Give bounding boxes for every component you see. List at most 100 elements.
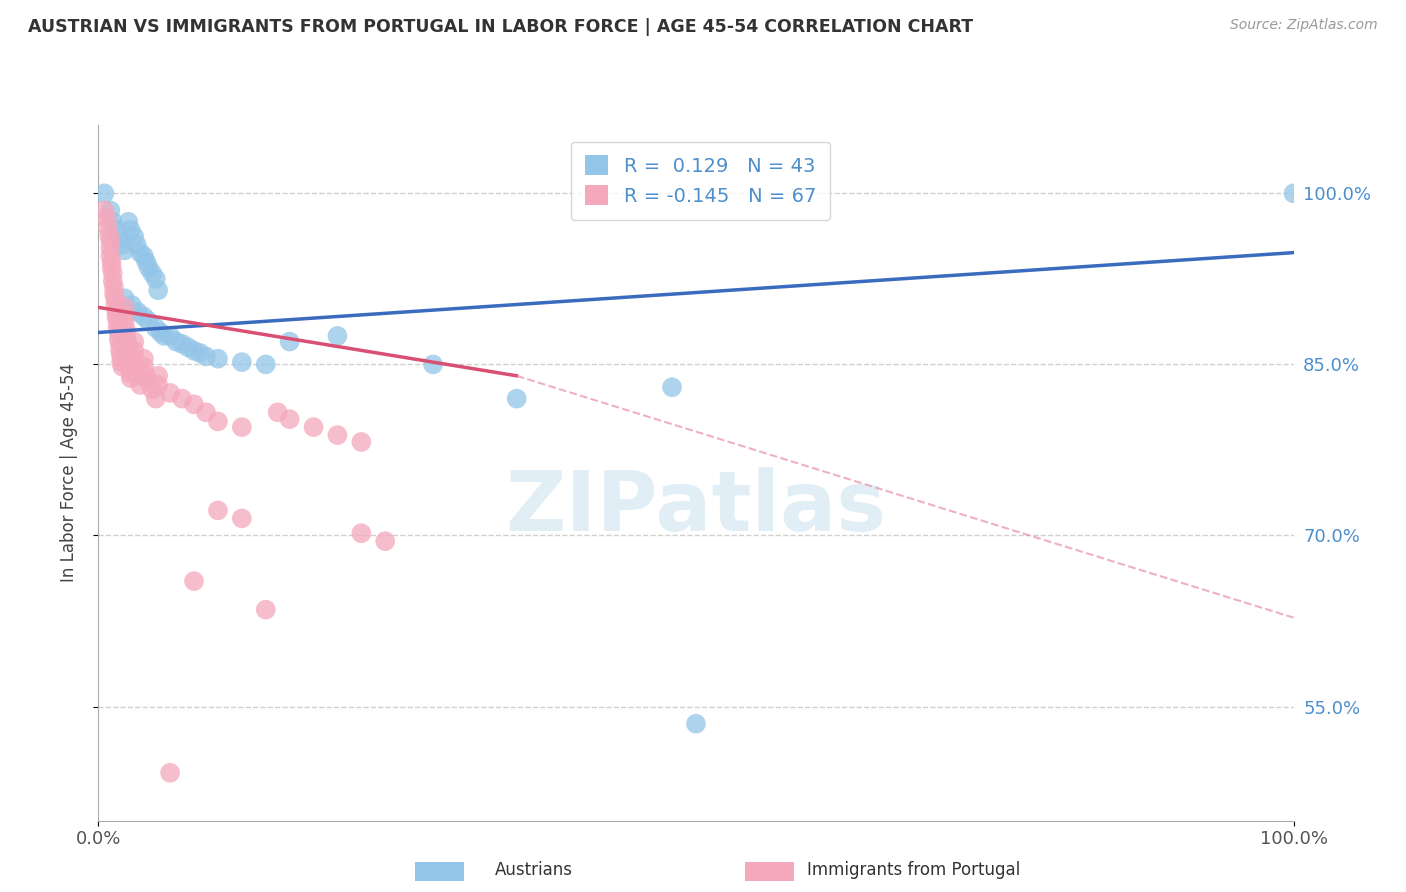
Point	[115, 323, 138, 337]
Point	[93, 186, 115, 201]
Text: ZIPatlas: ZIPatlas	[506, 467, 886, 548]
Point	[506, 392, 529, 406]
Point	[107, 321, 129, 335]
Point	[117, 346, 139, 360]
Point	[148, 368, 170, 383]
Text: Austrians: Austrians	[495, 861, 574, 879]
Point	[124, 334, 146, 349]
Point	[111, 237, 134, 252]
Point	[103, 286, 125, 301]
Point	[165, 334, 187, 349]
Point	[107, 314, 129, 328]
Point	[231, 420, 253, 434]
Point	[93, 203, 115, 218]
Point	[685, 716, 707, 731]
Point	[135, 254, 157, 268]
Point	[120, 371, 142, 385]
Point	[114, 301, 136, 315]
Point	[149, 326, 172, 340]
Point	[108, 232, 131, 246]
Point	[177, 340, 200, 354]
Point	[117, 215, 139, 229]
Point	[124, 229, 146, 244]
Point	[100, 254, 122, 268]
Point	[124, 351, 146, 366]
Point	[183, 574, 205, 588]
Point	[124, 343, 146, 358]
Point	[132, 351, 155, 366]
Point	[194, 350, 218, 364]
Point	[96, 211, 118, 226]
Point	[159, 329, 181, 343]
Point	[107, 326, 129, 340]
Point	[148, 283, 170, 297]
Point	[98, 228, 121, 243]
Point	[145, 321, 167, 335]
Point	[107, 332, 129, 346]
Text: Source: ZipAtlas.com: Source: ZipAtlas.com	[1230, 18, 1378, 32]
Point	[98, 203, 122, 218]
Point	[110, 350, 132, 364]
Point	[98, 241, 122, 255]
Point	[117, 340, 139, 354]
Point	[114, 315, 136, 329]
Point	[98, 249, 122, 263]
Point	[278, 412, 301, 426]
Point	[105, 223, 128, 237]
Text: AUSTRIAN VS IMMIGRANTS FROM PORTUGAL IN LABOR FORCE | AGE 45-54 CORRELATION CHAR: AUSTRIAN VS IMMIGRANTS FROM PORTUGAL IN …	[28, 18, 973, 36]
Point	[104, 291, 127, 305]
Point	[132, 249, 155, 263]
Point	[172, 337, 194, 351]
Point	[98, 234, 122, 248]
Point	[114, 244, 136, 258]
Point	[254, 358, 277, 372]
Point	[207, 414, 229, 428]
Text: Immigrants from Portugal: Immigrants from Portugal	[807, 861, 1021, 879]
Point	[145, 272, 167, 286]
Point	[121, 298, 143, 312]
Point	[108, 343, 131, 358]
Point	[100, 260, 122, 275]
Point	[145, 392, 167, 406]
Point	[278, 334, 301, 349]
Point	[115, 329, 138, 343]
Point	[231, 355, 253, 369]
Point	[661, 380, 683, 394]
Point	[125, 359, 148, 374]
Point	[422, 358, 444, 372]
Point	[350, 526, 373, 541]
Point	[132, 359, 155, 374]
Point	[110, 355, 132, 369]
Point	[125, 368, 148, 383]
Point	[132, 310, 155, 324]
Legend: R =  0.129   N = 43, R = -0.145   N = 67: R = 0.129 N = 43, R = -0.145 N = 67	[571, 142, 830, 219]
Point	[129, 245, 152, 260]
Point	[141, 266, 163, 280]
Point	[302, 420, 325, 434]
Point	[148, 378, 170, 392]
Point	[231, 511, 253, 525]
Point	[172, 392, 194, 406]
Point	[254, 602, 277, 616]
Point	[267, 405, 290, 419]
Point	[138, 260, 160, 275]
Point	[114, 291, 136, 305]
Point	[183, 397, 205, 411]
Point	[111, 359, 134, 374]
Point	[135, 368, 157, 383]
Point	[125, 237, 148, 252]
Point	[127, 305, 149, 319]
Point	[138, 375, 160, 389]
Point	[101, 266, 124, 280]
Point	[188, 346, 211, 360]
Point	[207, 351, 229, 366]
Point	[183, 343, 205, 358]
Point	[118, 351, 141, 366]
Point	[103, 280, 125, 294]
Point	[159, 765, 181, 780]
Point	[120, 367, 142, 381]
Point	[120, 223, 142, 237]
Point	[105, 303, 128, 318]
Point	[114, 309, 136, 323]
Y-axis label: In Labor Force | Age 45-54: In Labor Force | Age 45-54	[59, 363, 77, 582]
